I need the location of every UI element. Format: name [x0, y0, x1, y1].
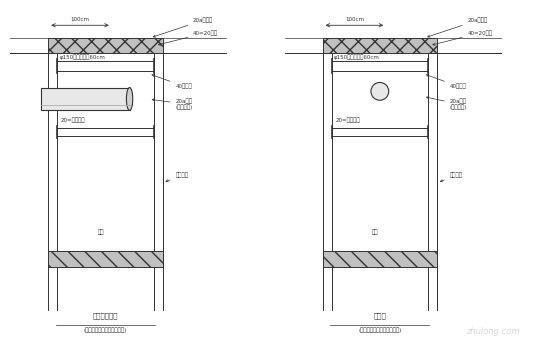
Text: 底板: 底板 [98, 229, 104, 235]
Text: 底板: 底板 [372, 229, 379, 235]
Text: 窄断面: 窄断面 [374, 312, 386, 319]
Polygon shape [323, 38, 437, 53]
Text: 20=槽钉压应: 20=槽钉压应 [61, 117, 86, 123]
Text: 40=20底板: 40=20底板 [433, 30, 493, 45]
Text: 40号转盘: 40号转盘 [426, 74, 466, 89]
Text: 20=槽钉压应: 20=槽钉压应 [335, 117, 360, 123]
Text: φ150厚内径接头60cm: φ150厚内径接头60cm [334, 54, 380, 60]
Text: 标准断面示意: 标准断面示意 [92, 312, 118, 319]
Polygon shape [323, 251, 437, 267]
Text: 20a槽钉板: 20a槽钉板 [428, 17, 488, 37]
Polygon shape [48, 251, 162, 267]
Text: zhulong.com: zhulong.com [466, 327, 520, 336]
Polygon shape [48, 38, 162, 53]
Text: 20a槽钉
(间距任意): 20a槽钉 (间距任意) [427, 97, 467, 110]
Ellipse shape [127, 88, 133, 110]
Text: 100cm: 100cm [345, 17, 364, 23]
Text: (适用于管径范围最窄处示例): (适用于管径范围最窄处示例) [358, 327, 402, 333]
Text: 100cm: 100cm [71, 17, 90, 23]
Text: 40号转盘: 40号转盘 [152, 74, 192, 89]
Text: 40=20底板: 40=20底板 [158, 30, 218, 45]
Text: 配套支撑: 配套支撑 [166, 172, 188, 182]
Text: 20a槽钉
(间距任意): 20a槽钉 (间距任意) [152, 98, 193, 110]
Bar [41, 88, 129, 110]
Text: 配套支撑: 配套支撑 [440, 172, 463, 182]
Text: φ150厚内径接头60cm: φ150厚内径接头60cm [60, 54, 105, 60]
Circle shape [371, 83, 389, 100]
Text: 20a槽钉板: 20a槽钉板 [153, 17, 213, 37]
Text: (适用于管径范围最宽处示例): (适用于管径范围最宽处示例) [84, 327, 127, 333]
